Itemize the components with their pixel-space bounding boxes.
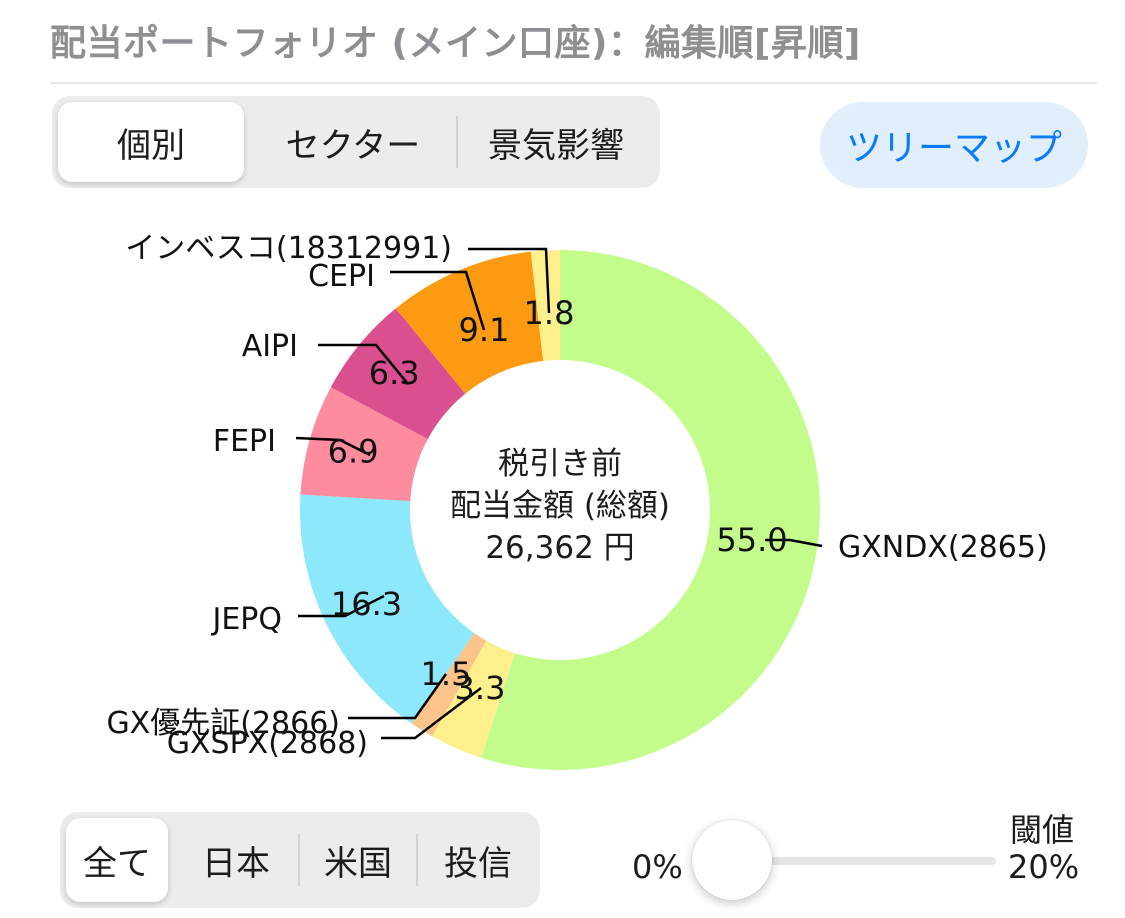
leader-line bbox=[468, 247, 551, 314]
donut-slice[interactable] bbox=[530, 250, 560, 361]
dividend-donut-chart: 55.0 GXNDX(2865) 3.3 GXSPX(2868) 1.5 GX優先証(28… bbox=[106, 231, 1048, 771]
segment-separator bbox=[456, 116, 458, 168]
leader-line bbox=[348, 673, 448, 720]
slice-name-label: GXSPX(2868) bbox=[167, 726, 368, 761]
donut-hole bbox=[432, 382, 688, 638]
slice-name-label: AIPI bbox=[242, 329, 298, 364]
center-label-total: 26,362 円 bbox=[485, 530, 634, 566]
slice-name-label: CEPI bbox=[308, 259, 375, 294]
tab-region-japan[interactable]: 日本 bbox=[202, 843, 270, 884]
threshold-slider-track[interactable] bbox=[740, 857, 996, 865]
threshold-slider-thumb[interactable] bbox=[692, 820, 772, 900]
slice-value-label: 1.8 bbox=[524, 294, 575, 332]
slice-name-label: FEPI bbox=[213, 424, 276, 459]
donut-slice[interactable] bbox=[300, 387, 428, 502]
segment-separator bbox=[298, 834, 300, 886]
region-segmented-control: 全て 日本 米国 投信 bbox=[60, 812, 540, 908]
slice-value-label: 16.3 bbox=[331, 585, 402, 623]
threshold-label: 閾値 bbox=[1010, 811, 1075, 849]
leader-line bbox=[318, 343, 409, 385]
segment-separator bbox=[416, 834, 418, 886]
tab-region-all[interactable]: 全て bbox=[66, 818, 168, 902]
header-divider bbox=[50, 82, 1097, 84]
threshold-min-label: 0% bbox=[632, 848, 683, 886]
treemap-button[interactable]: ツリーマップ bbox=[820, 102, 1088, 188]
slice-value-label: 1.5 bbox=[421, 655, 472, 693]
slice-name-label: GX優先証(2866) bbox=[106, 706, 340, 741]
leader-line bbox=[390, 270, 486, 331]
slice-value-label: 6.9 bbox=[328, 432, 379, 470]
center-label-line2: 配当金額 (総額) bbox=[450, 488, 670, 524]
page-title: 配当ポートフォリオ (メイン口座)：編集順[昇順] bbox=[50, 23, 861, 64]
tab-individual[interactable]: 個別 bbox=[58, 102, 244, 182]
donut-slice[interactable] bbox=[300, 494, 475, 724]
tab-region-fund[interactable]: 投信 bbox=[444, 843, 512, 884]
view-segmented-control: 個別 セクター 景気影響 bbox=[52, 96, 660, 188]
leader-line bbox=[765, 538, 823, 548]
leader-line bbox=[381, 687, 482, 740]
slice-value-label: 9.1 bbox=[459, 311, 510, 349]
leader-line bbox=[298, 594, 385, 618]
slice-name-label: JEPQ bbox=[210, 602, 282, 637]
chart-labels: 55.0 GXNDX(2865) 3.3 GXSPX(2868) 1.5 GX優先証(28… bbox=[106, 231, 1047, 761]
slice-value-label: 6.3 bbox=[369, 354, 420, 392]
tab-economic-impact[interactable]: 景気影響 bbox=[488, 125, 624, 166]
slice-value-label: 55.0 bbox=[716, 521, 787, 559]
donut-slice[interactable] bbox=[432, 640, 515, 758]
leader-lines bbox=[295, 247, 823, 740]
slice-name-label: GXNDX(2865) bbox=[838, 530, 1048, 565]
tab-sector[interactable]: セクター bbox=[285, 125, 421, 166]
donut-slice[interactable] bbox=[411, 633, 487, 737]
threshold-max-label: 20% bbox=[1008, 848, 1080, 886]
tab-region-us[interactable]: 米国 bbox=[324, 843, 392, 884]
slice-name-label: インベスコ(18312991) bbox=[125, 231, 452, 266]
donut-slice[interactable] bbox=[481, 250, 821, 771]
donut-slice[interactable] bbox=[395, 251, 544, 394]
center-label-line1: 税引き前 bbox=[498, 446, 622, 482]
slice-value-label: 3.3 bbox=[455, 669, 506, 707]
leader-line bbox=[295, 436, 371, 457]
